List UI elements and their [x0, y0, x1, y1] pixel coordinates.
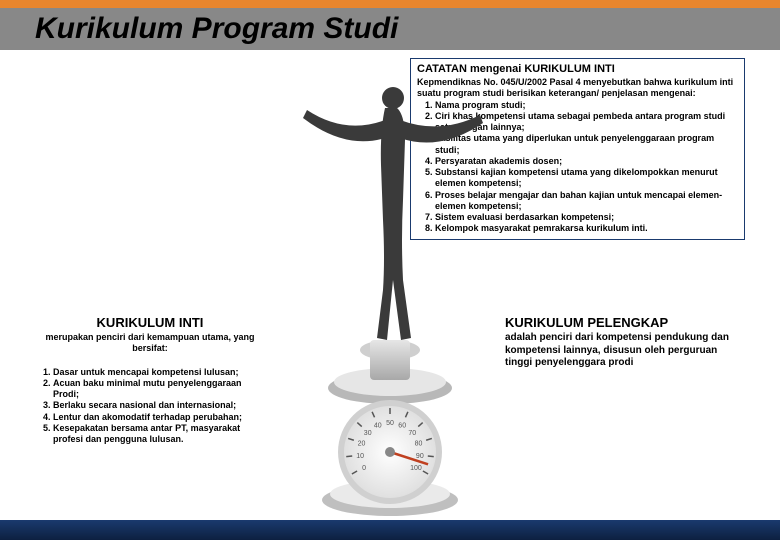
left-item: Berlaku secara nasional dan internasiona… — [53, 400, 265, 411]
left-subtitle: merupakan penciri dari kemampuan utama, … — [35, 332, 265, 355]
svg-text:60: 60 — [398, 423, 406, 430]
svg-text:80: 80 — [415, 441, 423, 448]
svg-text:90: 90 — [416, 453, 424, 460]
content-area: CATATAN mengenai KURIKULUM INTI Kepmendi… — [0, 50, 780, 70]
footer-bar — [0, 520, 780, 540]
left-column: KURIKULUM INTI merupakan penciri dari ke… — [35, 315, 265, 445]
svg-text:10: 10 — [356, 453, 364, 460]
right-title: KURIKULUM PELENGKAP — [505, 315, 745, 330]
right-subtitle: adalah penciri dari kompetensi pendukung… — [505, 332, 745, 370]
left-item: Lentur dan akomodatif terhadap perubahan… — [53, 412, 265, 423]
svg-text:0: 0 — [362, 465, 366, 472]
left-item: Acuan baku minimal mutu penyelenggaraan … — [53, 378, 265, 401]
svg-text:100: 100 — [410, 465, 422, 472]
svg-text:30: 30 — [364, 430, 372, 437]
left-list: Dasar untuk mencapai kompetensi lulusan;… — [35, 367, 265, 446]
center-figure: 0 10 20 3040 50 6070 80 90 100 — [285, 80, 495, 500]
left-item: Kesepakatan bersama antar PT, masyarakat… — [53, 423, 265, 446]
svg-text:70: 70 — [408, 430, 416, 437]
page-title: Kurikulum Program Studi — [35, 12, 745, 46]
right-column: KURIKULUM PELENGKAP adalah penciri dari … — [505, 315, 745, 370]
note-title: CATATAN mengenai KURIKULUM INTI — [417, 63, 738, 75]
left-title: KURIKULUM INTI — [35, 315, 265, 330]
svg-text:50: 50 — [386, 420, 394, 427]
title-bar: Kurikulum Program Studi — [0, 8, 780, 50]
svg-text:40: 40 — [374, 423, 382, 430]
svg-text:20: 20 — [358, 441, 366, 448]
left-item: Dasar untuk mencapai kompetensi lulusan; — [53, 367, 265, 378]
gauge-meter: 0 10 20 3040 50 6070 80 90 100 — [315, 390, 465, 520]
top-accent-bar — [0, 0, 780, 8]
